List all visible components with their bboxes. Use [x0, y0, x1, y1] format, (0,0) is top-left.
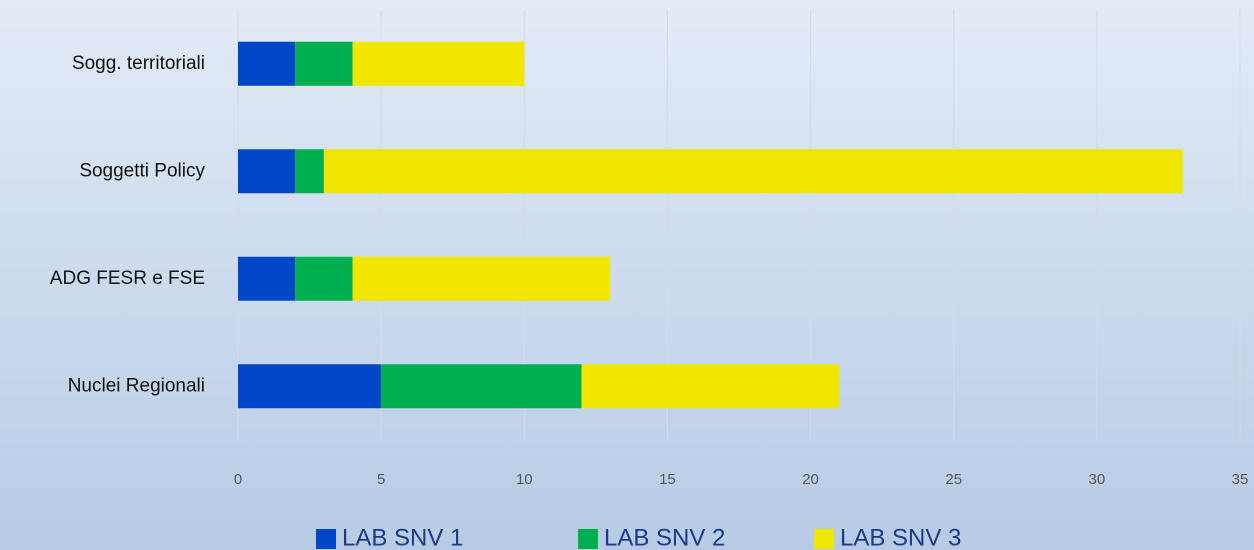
y-tick-label: Nuclei Regionali: [68, 375, 205, 396]
x-tick-label: 10: [516, 471, 533, 488]
x-tick-label: 30: [1089, 471, 1106, 488]
bar-segment: [581, 364, 840, 409]
legend-label: LAB SNV 3: [840, 524, 961, 550]
x-tick-label: 20: [802, 471, 819, 488]
bar-segment: [352, 41, 525, 86]
legend-label: LAB SNV 1: [342, 524, 463, 550]
bar-segment: [295, 256, 353, 301]
y-tick-label: ADG FESR e FSE: [50, 268, 205, 289]
x-tick-label: 15: [659, 471, 676, 488]
bar-segment: [238, 256, 296, 301]
bar-segment: [323, 149, 1183, 194]
bar-segment: [295, 149, 324, 194]
y-tick-label: Soggetti Policy: [79, 160, 205, 181]
bar-segment: [238, 364, 382, 409]
x-tick-label: 25: [945, 471, 962, 488]
y-tick-label: Sogg. territoriali: [72, 53, 205, 74]
bar-segment: [295, 41, 353, 86]
legend-label: LAB SNV 2: [604, 524, 725, 550]
x-tick-label: 5: [377, 471, 385, 488]
bar-segment: [238, 41, 296, 86]
x-tick-label: 0: [234, 471, 242, 488]
legend-swatch: [316, 529, 336, 549]
bar-segment: [352, 256, 611, 301]
bar-segment: [238, 149, 296, 194]
bar-segment: [381, 364, 582, 409]
legend-swatch: [814, 529, 834, 549]
legend-swatch: [578, 529, 598, 549]
x-tick-label: 35: [1232, 471, 1249, 488]
